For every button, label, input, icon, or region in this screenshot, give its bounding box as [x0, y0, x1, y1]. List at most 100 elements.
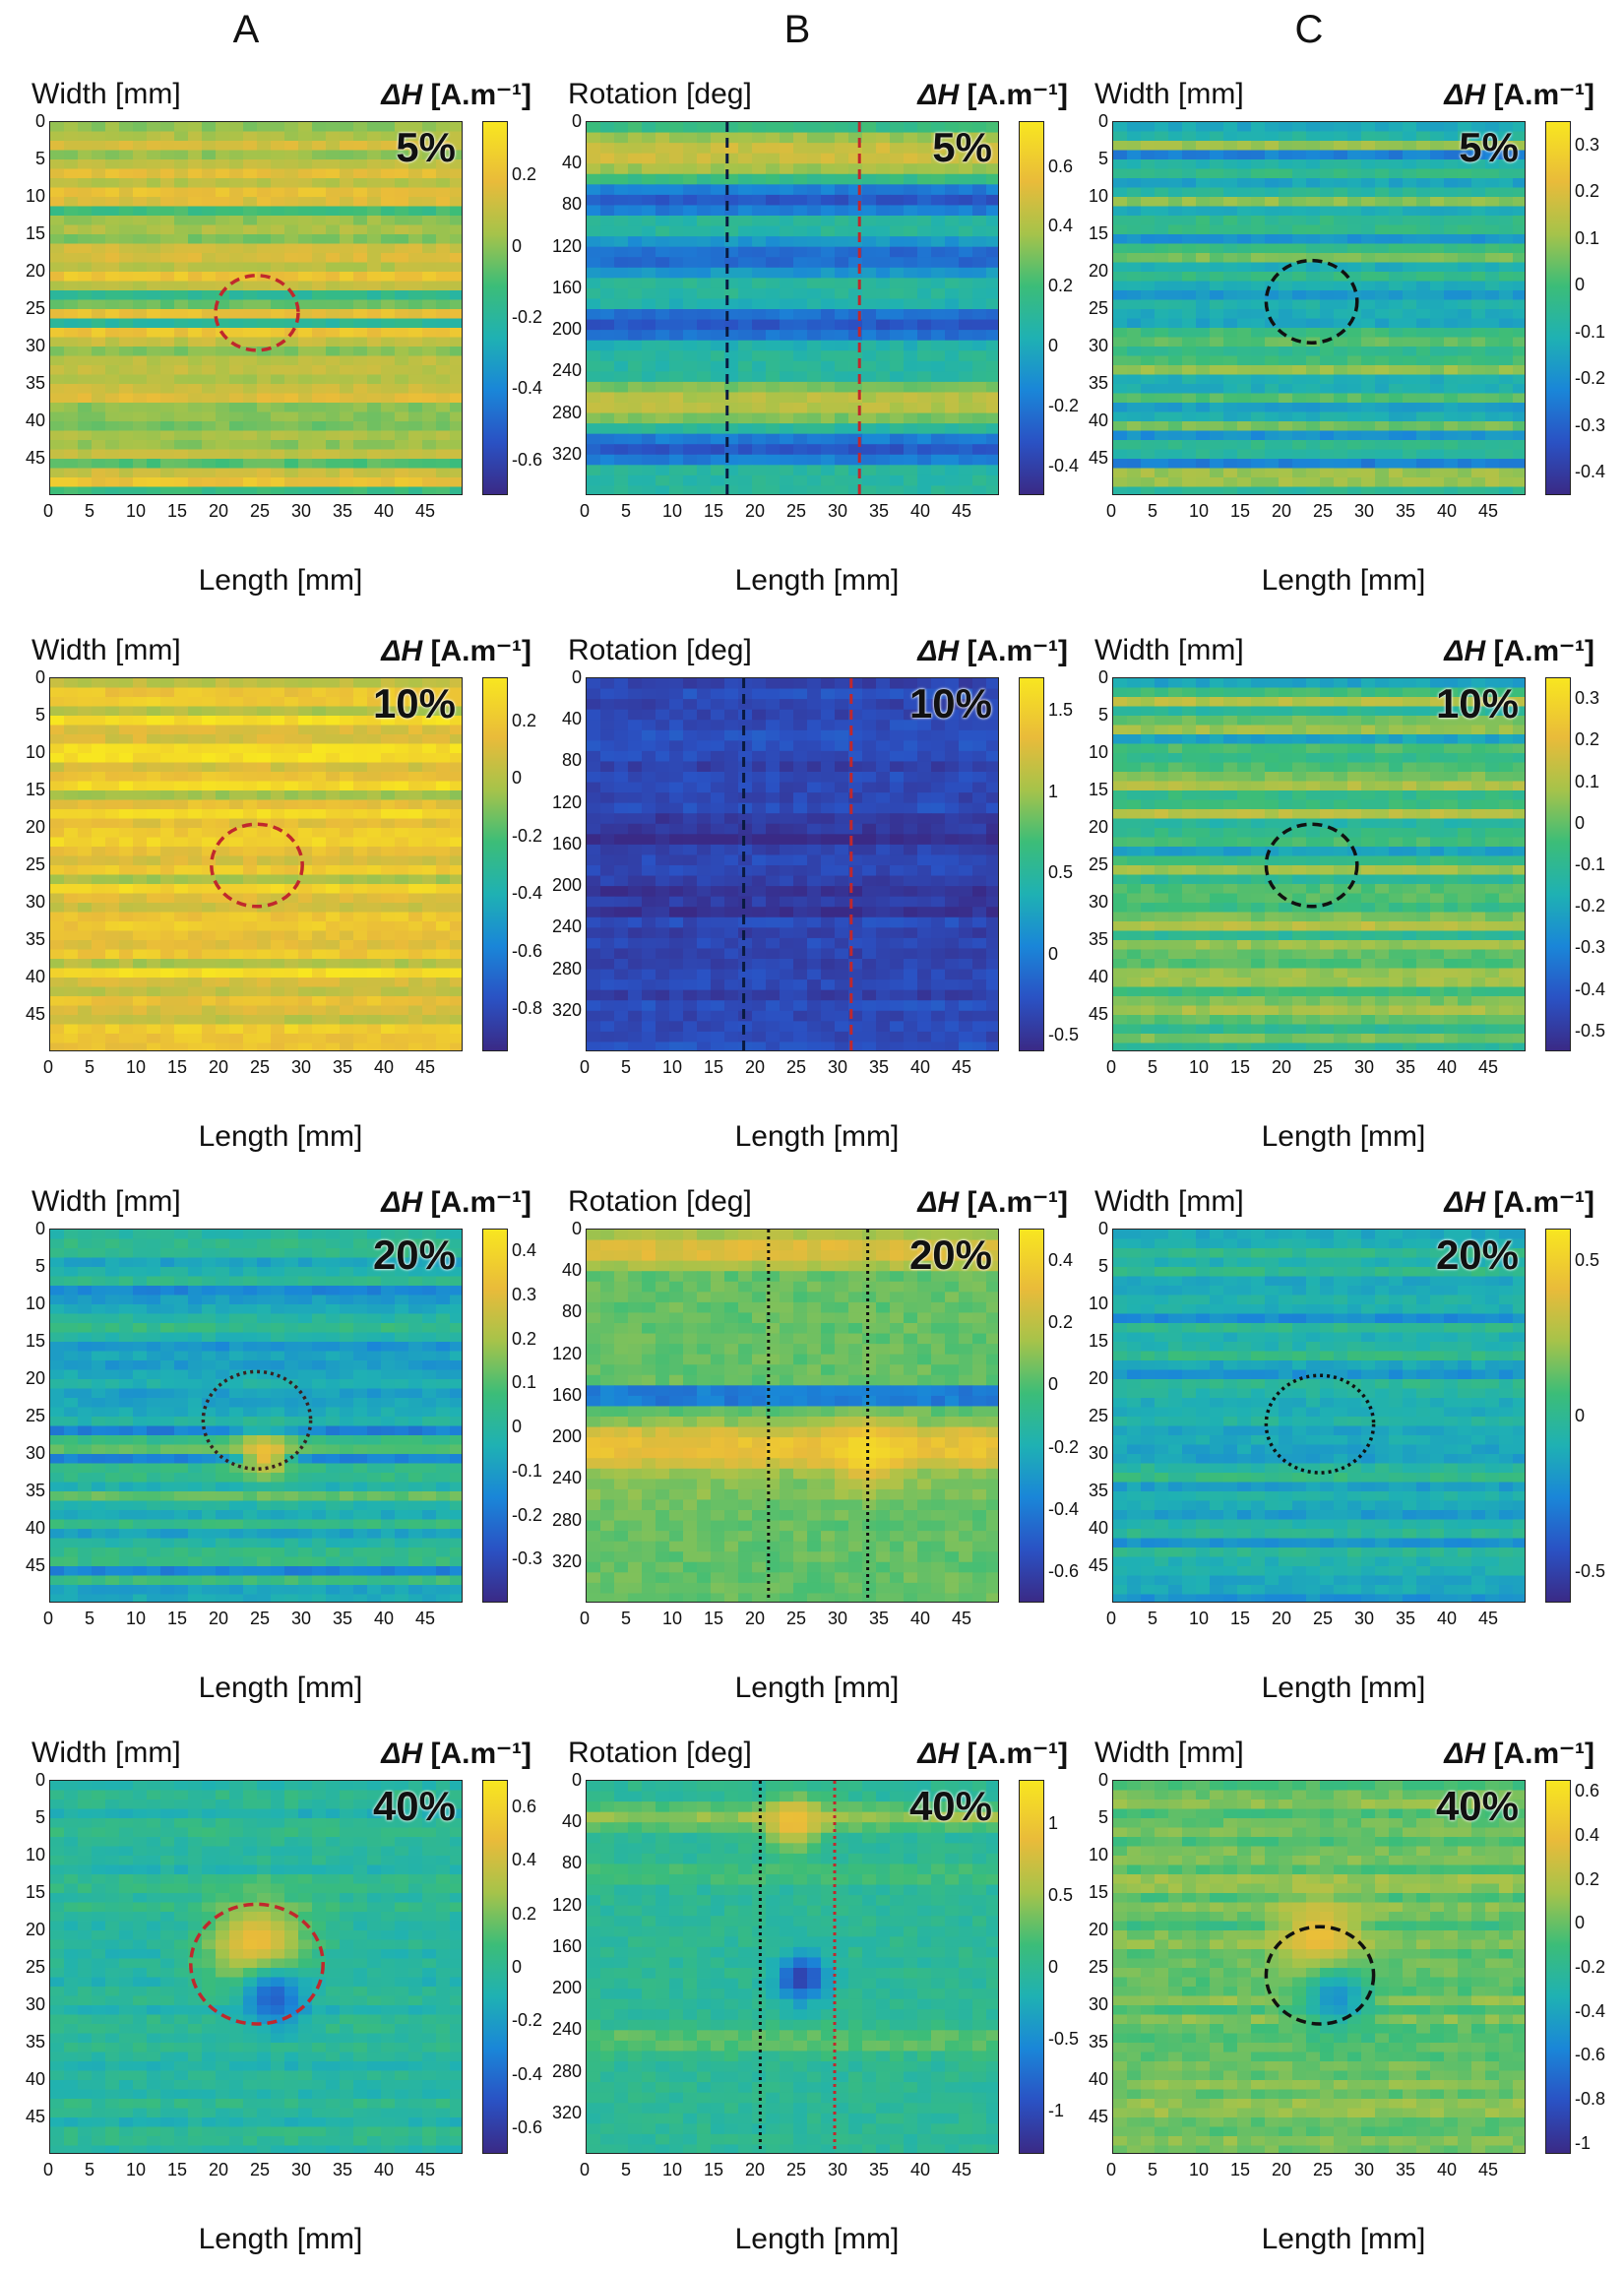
heatmap-cell [986, 454, 998, 466]
x-tick-label: 0 [1106, 501, 1117, 521]
heatmap-cell [271, 996, 285, 1007]
heatmap-cell [105, 855, 120, 866]
heatmap-cell [326, 178, 341, 189]
heatmap-cell [92, 216, 106, 226]
heatmap-cell [1444, 430, 1459, 441]
heatmap-cell [50, 272, 65, 283]
heatmap-cell [1196, 224, 1211, 235]
heatmap-cell [972, 371, 987, 383]
heatmap-cell [284, 234, 299, 245]
heatmap-cell [738, 257, 753, 269]
heatmap-cell [216, 1024, 230, 1035]
heatmap-cell [904, 360, 918, 372]
heatmap-cell [821, 143, 836, 155]
heatmap-cell [381, 187, 396, 198]
heatmap-cell [188, 206, 203, 217]
x-tick-label: 35 [333, 501, 353, 521]
heatmap-cell [738, 236, 753, 248]
heatmap-cell [614, 381, 629, 394]
heatmap-cell [298, 234, 313, 245]
heatmap-cell [257, 197, 272, 208]
heatmap-cell [105, 753, 120, 764]
heatmap-cell [959, 688, 973, 700]
heatmap-cell [656, 319, 670, 331]
heatmap-svg [50, 678, 462, 1050]
heatmap-cell [353, 1024, 368, 1035]
heatmap-cell [174, 224, 189, 235]
heatmap-cell [600, 465, 615, 476]
heatmap-cell [450, 309, 462, 320]
heatmap-cell [1223, 141, 1238, 152]
heatmap-cell [92, 949, 106, 960]
heatmap-cell [50, 743, 65, 754]
heatmap-cell [284, 243, 299, 254]
heatmap-cell [711, 371, 725, 383]
heatmap-cell [793, 360, 808, 372]
heatmap-cell [422, 968, 437, 979]
heatmap-cell [312, 234, 327, 245]
heatmap-cell [752, 454, 767, 466]
heatmap-cell [972, 699, 987, 711]
heatmap-cell [1306, 459, 1321, 470]
heatmap-cell [284, 1024, 299, 1035]
heatmap-cell [1196, 384, 1211, 395]
heatmap-cell [1279, 403, 1293, 413]
heatmap-cell [188, 678, 203, 689]
heatmap-cell [367, 150, 382, 160]
heatmap-cell [381, 384, 396, 395]
heatmap-cell [395, 753, 409, 764]
heatmap-cell [848, 454, 863, 466]
heatmap-cell [188, 411, 203, 422]
heatmap-cell [1499, 337, 1514, 347]
heatmap-cell [683, 205, 698, 217]
heatmap-cell [986, 173, 998, 185]
heatmap-cell [1196, 355, 1211, 366]
heatmap-cell [1458, 328, 1472, 339]
heatmap-cell [1251, 206, 1266, 217]
heatmap-cell [298, 216, 313, 226]
heatmap-cell [1113, 384, 1128, 395]
heatmap-cell [600, 267, 615, 279]
heatmap-cell [1127, 421, 1142, 432]
heatmap-cell [1334, 411, 1348, 422]
heatmap-cell [904, 163, 918, 175]
heatmap-cell [1279, 253, 1293, 264]
heatmap-cell [216, 1042, 230, 1050]
heatmap-cell [243, 1042, 258, 1050]
heatmap-cell [395, 206, 409, 217]
heatmap-cell [1265, 347, 1280, 357]
heatmap-cell [436, 687, 451, 698]
heatmap-cell [367, 828, 382, 839]
heatmap-cell [945, 444, 960, 456]
heatmap-cell [642, 153, 656, 164]
heatmap-cell [78, 1005, 93, 1016]
heatmap-cell [216, 272, 230, 283]
heatmap-cell [105, 178, 120, 189]
heatmap-cell [959, 236, 973, 248]
heatmap-cell [408, 884, 423, 895]
heatmap-cell [724, 278, 739, 289]
heatmap-cell [1485, 384, 1500, 395]
heatmap-cell [1168, 290, 1183, 301]
heatmap-cell [1458, 131, 1472, 142]
heatmap-cell [1458, 384, 1472, 395]
heatmap-cell [1444, 449, 1459, 460]
heatmap-cell [340, 365, 354, 376]
heatmap-cell [243, 828, 258, 839]
heatmap-cell [656, 267, 670, 279]
heatmap-cell [1279, 421, 1293, 432]
heatmap-cell [945, 454, 960, 466]
heatmap-cell [600, 163, 615, 175]
heatmap-cell [422, 384, 437, 395]
heatmap-cell [1334, 430, 1348, 441]
heatmap-cell [752, 433, 767, 445]
heatmap-cell [353, 893, 368, 904]
heatmap-cell [50, 1024, 65, 1035]
heatmap-cell [450, 855, 462, 866]
heatmap-cell [986, 163, 998, 175]
heatmap-cell [450, 968, 462, 979]
heatmap-cell [367, 772, 382, 783]
heatmap-cell [1113, 262, 1128, 273]
heatmap-cell [986, 236, 998, 248]
heatmap-cell [1347, 178, 1362, 189]
